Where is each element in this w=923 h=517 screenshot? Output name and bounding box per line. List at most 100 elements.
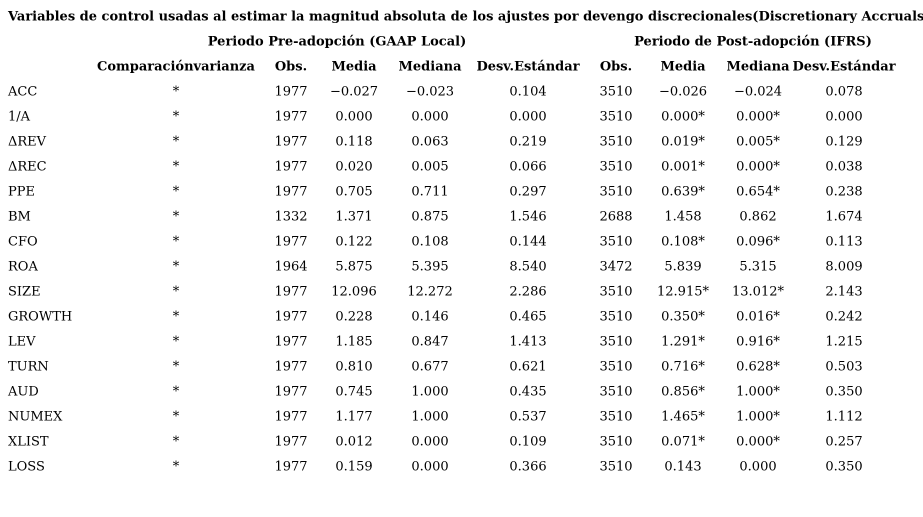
cell: 1.413 (509, 335, 546, 350)
cell: * (173, 135, 180, 150)
cell: 0.228 (335, 310, 372, 325)
column-header: Media (331, 60, 377, 75)
cell: 0.144 (509, 235, 546, 250)
cell: 0.159 (335, 460, 372, 475)
cell: 1977 (274, 285, 307, 300)
cell: 0.000 (825, 110, 862, 125)
cell: 0.242 (825, 310, 862, 325)
cell: 0.875 (411, 210, 448, 225)
row-label: TURN (8, 360, 49, 375)
row-label: ΔREV (8, 135, 47, 150)
cell: 0.122 (335, 235, 372, 250)
cell: 0.000* (736, 110, 780, 125)
cell: 0.350* (661, 310, 705, 325)
row-label: AUD (7, 385, 39, 400)
cell: * (173, 335, 180, 350)
cell: 0.104 (509, 85, 546, 100)
cell: 1.185 (335, 335, 372, 350)
column-header: Media (660, 60, 706, 75)
cell: 0.000 (335, 110, 372, 125)
cell: * (173, 310, 180, 325)
cell: 12.272 (407, 285, 453, 300)
cell: 1977 (274, 335, 307, 350)
cell: 3510 (599, 410, 632, 425)
row-label: SIZE (8, 285, 41, 300)
cell: 0.745 (335, 385, 372, 400)
cell: * (173, 410, 180, 425)
cell: 0.856* (661, 385, 705, 400)
cell: 5.839 (664, 260, 701, 275)
cell: 5.395 (411, 260, 448, 275)
cell: 1977 (274, 110, 307, 125)
cell: 8.540 (509, 260, 546, 275)
cell: 0.435 (509, 385, 546, 400)
cell: 0.503 (825, 360, 862, 375)
cell: 0.000* (661, 110, 705, 125)
group-header: Periodo de Post-adopción (IFRS) (634, 35, 872, 50)
cell: 0.705 (335, 185, 372, 200)
cell: 0.810 (335, 360, 372, 375)
cell: 0.012 (335, 435, 372, 450)
row-label: GROWTH (8, 310, 72, 325)
cell: 0.238 (825, 185, 862, 200)
cell: 1964 (274, 260, 307, 275)
column-header: Obs. (600, 60, 632, 75)
cell: 0.001* (661, 160, 705, 175)
cell: 0.078 (825, 85, 862, 100)
cell: 0.143 (664, 460, 701, 475)
cell: 1.177 (335, 410, 372, 425)
cell: 2.143 (825, 285, 862, 300)
cell: * (173, 435, 180, 450)
cell: 1977 (274, 385, 307, 400)
cell: * (173, 110, 180, 125)
cell: 0.350 (825, 460, 862, 475)
cell: 3510 (599, 135, 632, 150)
row-label: LOSS (8, 460, 45, 475)
cell: 12.915* (657, 285, 709, 300)
cell: 5.875 (335, 260, 372, 275)
cell: 1977 (274, 310, 307, 325)
cell: −0.024 (734, 85, 782, 100)
cell: −0.026 (659, 85, 707, 100)
cell: 0.071* (661, 435, 705, 450)
cell: 0.000 (509, 110, 546, 125)
cell: 0.621 (509, 360, 546, 375)
cell: −0.023 (406, 85, 454, 100)
cell: 0.000 (411, 435, 448, 450)
cell: 3510 (599, 110, 632, 125)
cell: 3510 (599, 435, 632, 450)
cell: 1977 (274, 360, 307, 375)
cell: 1.112 (825, 410, 862, 425)
cell: 12.096 (331, 285, 377, 300)
cell: 0.366 (509, 460, 546, 475)
cell: 0.019* (661, 135, 705, 150)
cell: 5.315 (739, 260, 776, 275)
cell: 0.109 (509, 435, 546, 450)
cell: 1.000* (736, 385, 780, 400)
cell: 3510 (599, 460, 632, 475)
row-label: PPE (8, 185, 35, 200)
cell: 0.537 (509, 410, 546, 425)
cell: 0.038 (825, 160, 862, 175)
cell: * (173, 85, 180, 100)
cell: 1977 (274, 410, 307, 425)
cell: 0.465 (509, 310, 546, 325)
cell: 1.465* (661, 410, 705, 425)
cell: 1977 (274, 185, 307, 200)
cell: 1.000* (736, 410, 780, 425)
cell: 0.847 (411, 335, 448, 350)
cell: 1.546 (509, 210, 546, 225)
cell: 3510 (599, 185, 632, 200)
cell: 1977 (274, 460, 307, 475)
cell: 0.113 (825, 235, 862, 250)
cell: * (173, 385, 180, 400)
cell: −0.027 (330, 85, 378, 100)
cell: 1.215 (825, 335, 862, 350)
cell: * (173, 260, 180, 275)
cell: 1.000 (411, 410, 448, 425)
group-header: Periodo Pre-adopción (GAAP Local) (208, 35, 466, 50)
cell: * (173, 160, 180, 175)
cell: 1.674 (825, 210, 862, 225)
row-label: ΔREC (8, 160, 47, 175)
